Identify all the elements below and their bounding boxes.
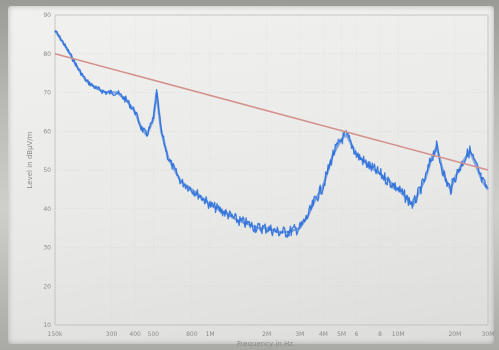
x-tick-label: 800 bbox=[186, 331, 198, 338]
series-measured-trace bbox=[54, 30, 488, 238]
x-tick-label: 3M bbox=[295, 331, 304, 338]
y-axis-label: Level in dBµV/m bbox=[26, 131, 34, 188]
y-tick-label: 80 bbox=[43, 51, 51, 58]
x-tick-label: 150k bbox=[48, 331, 63, 338]
series-limit-line bbox=[54, 53, 489, 171]
x-tick-label: 30M bbox=[482, 331, 495, 338]
x-tick-label: 4M bbox=[319, 331, 328, 338]
x-tick-label: 5M bbox=[337, 331, 346, 338]
x-tick-label: 400 bbox=[129, 331, 141, 338]
series-group bbox=[54, 29, 489, 238]
x-tick-label: 300 bbox=[106, 331, 118, 338]
x-tick-label: 1M bbox=[206, 331, 215, 338]
y-tick-label: 40 bbox=[43, 206, 51, 213]
y-tick-label: 60 bbox=[43, 128, 51, 135]
x-tick-label: 2M bbox=[262, 331, 271, 338]
y-tick-label: 20 bbox=[43, 283, 51, 290]
x-tick-label: 8 bbox=[378, 331, 382, 338]
x-axis-ticks: 150k 300 400 500 800 1M 2M 3M 4M 5M 6 8 10M 20M 30M bbox=[48, 331, 495, 338]
x-tick-label: 500 bbox=[148, 331, 160, 338]
x-tick-label: 20M bbox=[448, 331, 461, 338]
y-tick-label: 10 bbox=[43, 322, 51, 329]
grid bbox=[54, 14, 489, 326]
x-tick-label: 10M bbox=[392, 331, 405, 338]
y-tick-label: 90 bbox=[43, 12, 51, 19]
y-tick-label: 30 bbox=[43, 245, 51, 252]
x-tick-label: 6 bbox=[355, 331, 359, 338]
y-axis-ticks: 90 80 70 60 50 40 30 20 10 bbox=[43, 12, 51, 329]
series-measured-core bbox=[54, 29, 489, 234]
x-axis-label: Frequency in Hz bbox=[237, 340, 293, 348]
y-tick-label: 50 bbox=[43, 167, 51, 174]
y-tick-label: 70 bbox=[43, 90, 51, 97]
